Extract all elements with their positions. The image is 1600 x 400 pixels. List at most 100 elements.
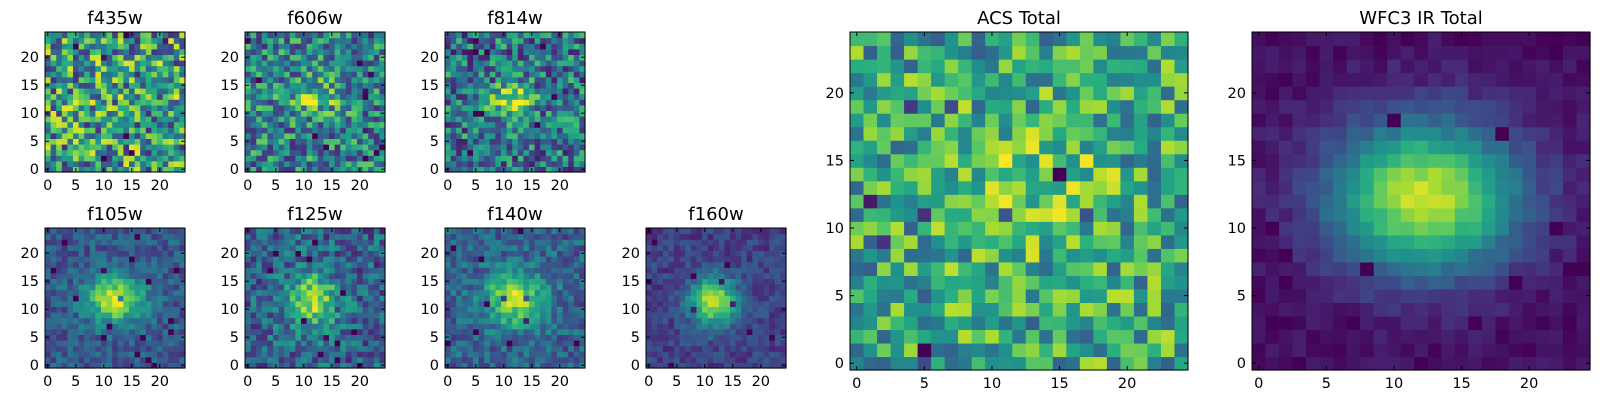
x-tick-label: 0 xyxy=(443,178,452,194)
heatmap-cell xyxy=(250,267,257,274)
heatmap-cell xyxy=(61,99,68,106)
heatmap-cell xyxy=(646,340,653,347)
heatmap-cell xyxy=(95,278,102,285)
heatmap-cell xyxy=(168,295,175,302)
heatmap-cell xyxy=(741,239,748,246)
heatmap-cell xyxy=(295,323,302,330)
heatmap-cell xyxy=(373,345,380,352)
heatmap-cell xyxy=(752,295,759,302)
heatmap-cell xyxy=(112,76,119,83)
heatmap-cell xyxy=(157,144,164,151)
heatmap-cell xyxy=(445,317,452,324)
heatmap-cell xyxy=(501,356,508,363)
heatmap-cell xyxy=(89,278,96,285)
heatmap-cell xyxy=(284,272,291,279)
heatmap-cell xyxy=(724,256,731,263)
heatmap-cell xyxy=(101,127,108,134)
heatmap-cell xyxy=(478,351,485,358)
heatmap-cell xyxy=(106,138,113,145)
heatmap-cell xyxy=(312,317,319,324)
heatmap-cell xyxy=(112,289,119,296)
heatmap-cell xyxy=(551,144,558,151)
heatmap-cell xyxy=(944,167,959,182)
heatmap-cell xyxy=(512,54,519,61)
heatmap-cell xyxy=(534,351,541,358)
heatmap-cell xyxy=(850,180,865,195)
heatmap-cell xyxy=(157,261,164,268)
heatmap-cell xyxy=(545,93,552,100)
panel-title: f814w xyxy=(487,8,542,29)
heatmap-cell xyxy=(484,149,491,156)
heatmap-cell xyxy=(646,256,653,263)
heatmap-cell xyxy=(877,180,892,195)
heatmap-cell xyxy=(562,127,569,134)
heatmap-cell xyxy=(112,166,119,173)
heatmap-cell xyxy=(284,233,291,240)
y-tick-label: 15 xyxy=(221,274,239,290)
heatmap-cell xyxy=(301,328,308,335)
heatmap-cell xyxy=(134,228,141,235)
heatmap-cell xyxy=(351,138,358,145)
heatmap-cell xyxy=(850,234,865,249)
heatmap-cell xyxy=(245,340,252,347)
heatmap-cell xyxy=(517,334,524,341)
heatmap-cell xyxy=(334,76,341,83)
heatmap-cell xyxy=(685,289,692,296)
heatmap-cell xyxy=(173,278,180,285)
heatmap-cell xyxy=(473,149,480,156)
heatmap-cell xyxy=(112,144,119,151)
heatmap-cell xyxy=(752,328,759,335)
heatmap-cell xyxy=(129,351,136,358)
heatmap-cell xyxy=(162,144,169,151)
heatmap-cell xyxy=(467,48,474,55)
heatmap-cell xyxy=(774,261,781,268)
heatmap-cell xyxy=(168,144,175,151)
heatmap-cell xyxy=(724,289,731,296)
x-tick-label: 5 xyxy=(471,374,480,390)
heatmap-cell xyxy=(657,356,664,363)
heatmap-cell xyxy=(362,60,369,67)
heatmap-cell xyxy=(1052,207,1067,222)
heatmap-cell xyxy=(690,317,697,324)
heatmap-cell xyxy=(140,340,147,347)
heatmap-cell xyxy=(306,272,313,279)
heatmap-cell xyxy=(657,362,664,369)
heatmap-cell xyxy=(56,272,63,279)
heatmap-cell xyxy=(890,342,905,358)
heatmap-cell xyxy=(501,43,508,50)
heatmap-cell xyxy=(50,71,57,78)
heatmap-cell xyxy=(456,351,463,358)
heatmap-cell xyxy=(774,334,781,341)
heatmap-cell xyxy=(151,340,158,347)
heatmap-cell xyxy=(78,284,85,291)
heatmap-cell xyxy=(357,300,364,307)
heatmap-cell xyxy=(904,234,919,249)
heatmap-cell xyxy=(568,104,575,111)
heatmap-cell xyxy=(478,250,485,257)
heatmap-cell xyxy=(84,328,91,335)
heatmap-cell xyxy=(512,138,519,145)
heatmap-cell xyxy=(685,261,692,268)
heatmap-cell xyxy=(562,356,569,363)
heatmap-cell xyxy=(512,76,519,83)
heatmap-cell xyxy=(179,323,186,330)
heatmap-cell xyxy=(1066,180,1081,195)
heatmap-cell xyxy=(568,272,575,279)
heatmap-cell xyxy=(456,65,463,72)
heatmap-cell xyxy=(250,340,257,347)
heatmap-cell xyxy=(56,233,63,240)
heatmap-cell xyxy=(340,99,347,106)
axes-frame xyxy=(444,31,586,173)
heatmap-cell xyxy=(157,116,164,123)
heatmap-cell xyxy=(106,351,113,358)
heatmap-cell xyxy=(696,284,703,291)
heatmap-cell xyxy=(50,306,57,313)
heatmap-cell xyxy=(334,228,341,235)
heatmap-cell xyxy=(456,144,463,151)
y-tick-label: 5 xyxy=(430,330,439,346)
heatmap-cell xyxy=(713,278,720,285)
heatmap-cell xyxy=(151,356,158,363)
heatmap-cell xyxy=(145,356,152,363)
heatmap-cell xyxy=(1012,288,1027,303)
heatmap-cell xyxy=(763,362,770,369)
